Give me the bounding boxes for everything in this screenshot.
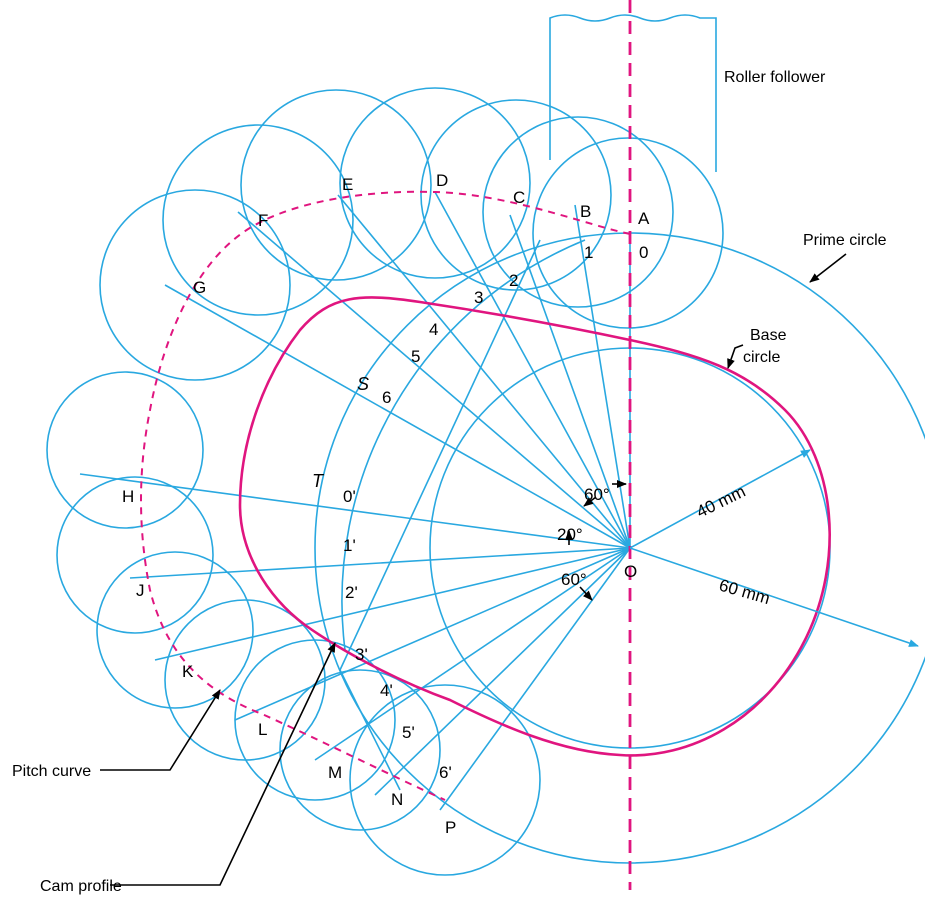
label-prime-circle: Prime circle <box>803 232 887 249</box>
label-roller-follower: Roller follower <box>724 69 826 86</box>
point-E: E <box>342 175 353 194</box>
tick-labels: 0 1 2 3 4 5 6 0' 1' 2' 3' 4' 5' 6' <box>343 243 648 782</box>
tick-4: 4 <box>429 320 438 339</box>
displacement-arc <box>341 239 586 651</box>
tick-6p: 6' <box>439 763 452 782</box>
point-labels: A B C D E F G H J K L M N P <box>122 171 650 837</box>
label-base-circle-1: Base <box>750 327 787 344</box>
point-K: K <box>182 662 194 681</box>
label-dim-60: 60 mm <box>717 576 772 609</box>
point-N: N <box>391 790 403 809</box>
point-H: H <box>122 487 134 506</box>
roller-circles <box>46 87 724 876</box>
cam-profile <box>238 296 831 757</box>
tick-5: 5 <box>411 347 420 366</box>
point-B: B <box>580 202 591 221</box>
point-A: A <box>638 209 650 228</box>
point-P: P <box>445 818 456 837</box>
label-base-circle-2: circle <box>743 349 780 366</box>
tick-2: 2 <box>509 271 518 290</box>
tick-3p: 3' <box>355 645 368 664</box>
angle-arrows <box>565 480 627 601</box>
pitch-curve <box>140 190 631 801</box>
point-F: F <box>258 211 268 230</box>
point-J: J <box>136 581 145 600</box>
tick-1p: 1' <box>343 536 356 555</box>
tick-4p: 4' <box>380 681 393 700</box>
label-angle-60-top: 60° <box>584 485 610 504</box>
radial-lines <box>79 191 631 811</box>
tick-5p: 5' <box>402 723 415 742</box>
tick-2p: 2' <box>345 583 358 602</box>
label-t: T <box>312 471 325 491</box>
tick-1: 1 <box>584 243 593 262</box>
dim-60-line <box>629 547 919 647</box>
label-center-o: O <box>624 562 637 581</box>
tick-0p: 0' <box>343 487 356 506</box>
label-angle-20: 20° <box>557 525 583 544</box>
label-s: S <box>357 374 369 394</box>
tick-3: 3 <box>474 288 483 307</box>
label-pitch-curve: Pitch curve <box>12 763 91 780</box>
point-D: D <box>436 171 448 190</box>
label-dim-40: 40 mm <box>693 482 748 522</box>
tick-0: 0 <box>639 243 648 262</box>
label-angle-60-bot: 60° <box>561 570 587 589</box>
label-cam-profile: Cam profile <box>40 878 122 895</box>
roller-follower <box>549 14 717 172</box>
point-L: L <box>258 720 267 739</box>
callout-leaders <box>100 253 847 886</box>
point-G: G <box>193 278 206 297</box>
point-M: M <box>328 763 342 782</box>
tick-6: 6 <box>382 388 391 407</box>
point-C: C <box>513 188 525 207</box>
dim-40-line <box>629 449 811 549</box>
